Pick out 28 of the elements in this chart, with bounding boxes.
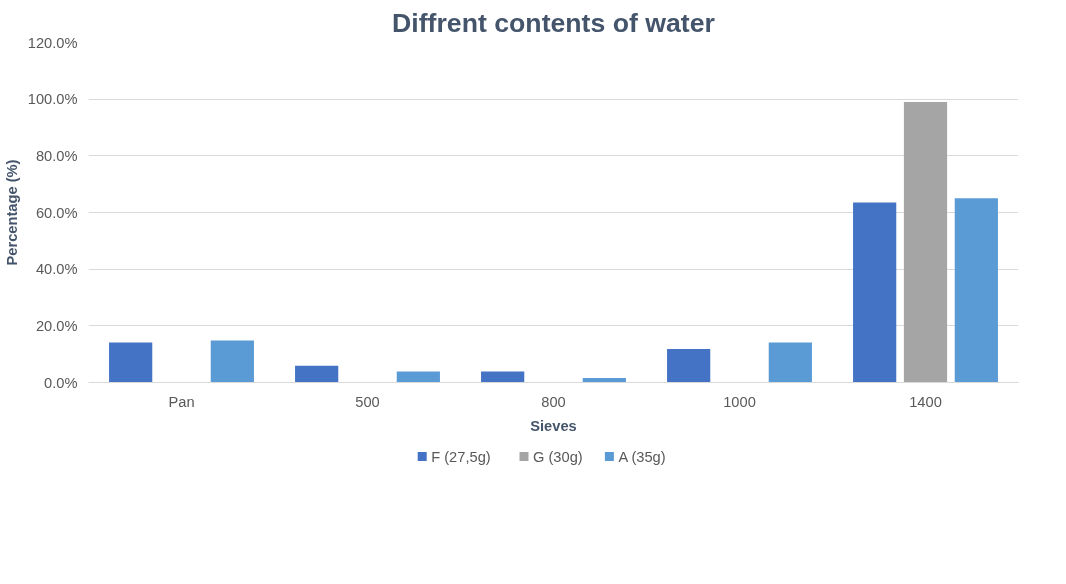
y-tick-label: 80.0% [35, 147, 78, 164]
bar [396, 371, 440, 383]
bar [109, 342, 153, 383]
bar [853, 202, 897, 383]
bar [667, 349, 711, 383]
x-tick-label: 1000 [723, 393, 756, 410]
legend-label: A (35g) [618, 448, 666, 465]
bar [295, 365, 339, 383]
bar [903, 102, 948, 383]
bar [768, 342, 812, 383]
x-axis-title: Sieves [530, 417, 577, 434]
x-tick-label: 500 [355, 393, 380, 410]
y-tick-label: 100.0% [27, 91, 78, 108]
x-tick-label: Pan [168, 393, 195, 410]
bar [954, 198, 998, 383]
legend-label: G (30g) [533, 448, 583, 465]
legend-label: F (27,5g) [431, 448, 491, 465]
y-tick-label: 60.0% [35, 204, 78, 221]
y-axis-title: Percentage (%) [3, 159, 20, 266]
x-tick-label: 800 [541, 393, 566, 410]
chart-title: Diffrent contents of water [392, 7, 715, 38]
bar [210, 340, 254, 383]
y-tick-label: 40.0% [35, 261, 78, 278]
y-tick-label: 20.0% [35, 317, 78, 334]
y-tick-label: 0.0% [44, 374, 78, 391]
x-tick-label: 1400 [909, 393, 942, 410]
bar [481, 371, 525, 383]
y-tick-label: 120.0% [27, 34, 78, 51]
